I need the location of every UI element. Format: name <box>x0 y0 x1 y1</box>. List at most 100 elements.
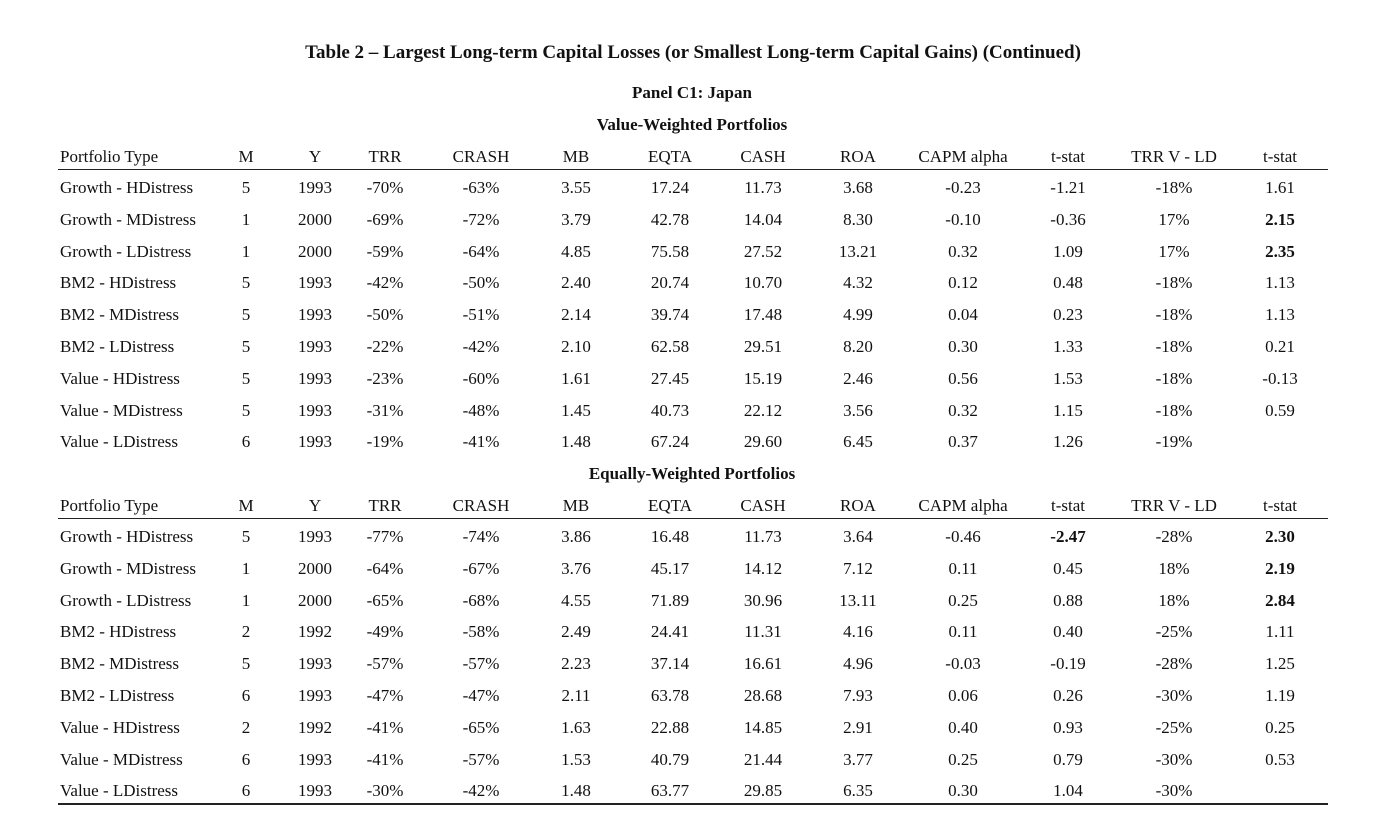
cell: 13.21 <box>838 241 878 261</box>
cell: 17.48 <box>743 305 783 325</box>
row-label: Value - LDistress <box>60 781 179 801</box>
cell: -68% <box>462 590 500 610</box>
cell: 8.30 <box>843 209 873 229</box>
cell: 2.19 <box>1265 558 1295 578</box>
cell: -18% <box>1155 178 1193 197</box>
row-label: Growth - LDistress <box>60 590 192 610</box>
cell: -22% <box>366 337 404 356</box>
row-label: BM2 - LDistress <box>60 686 175 705</box>
cell: -65% <box>366 590 404 610</box>
cell: 3.77 <box>843 749 873 769</box>
cell: -18% <box>1155 400 1193 420</box>
cell: 1.61 <box>561 368 591 388</box>
row-label: Growth - MDistress <box>60 209 196 229</box>
cell: 5 <box>241 654 251 674</box>
cell: 16.61 <box>743 654 783 674</box>
cell: 39.74 <box>650 305 690 325</box>
column-header: M <box>238 147 254 166</box>
cell: 1 <box>241 558 251 578</box>
cell: 1.61 <box>1265 178 1295 197</box>
cell: 1993 <box>298 654 332 674</box>
cell: 2.23 <box>561 654 591 674</box>
cell: 1 <box>241 590 251 610</box>
cell: 2.40 <box>561 273 591 293</box>
cell: 7.93 <box>843 686 873 705</box>
row-label: Growth - LDistress <box>60 241 192 261</box>
cell: 63.77 <box>650 781 690 801</box>
column-header: t-stat <box>1051 147 1085 166</box>
column-header: MB <box>562 147 590 166</box>
cell: -18% <box>1155 305 1193 325</box>
cell: 5 <box>241 527 251 546</box>
cell: 1993 <box>298 749 332 769</box>
cell: 28.68 <box>743 686 783 705</box>
cell: 22.88 <box>650 717 690 737</box>
column-header: TRR V - LD <box>1131 147 1217 166</box>
cell: 6 <box>241 781 251 801</box>
cell: 2.14 <box>561 305 591 325</box>
column-header: TRR <box>368 147 402 166</box>
cell: 0.21 <box>1265 337 1295 356</box>
cell: 2.35 <box>1265 241 1295 261</box>
cell: 17% <box>1158 241 1190 261</box>
cell: -30% <box>366 781 404 801</box>
cell: 24.41 <box>650 622 690 642</box>
panel-title: Panel C1: Japan <box>632 83 752 102</box>
column-header: CRASH <box>452 496 510 515</box>
cell: -49% <box>366 622 404 642</box>
cell: 0.30 <box>948 781 978 801</box>
cell: -64% <box>462 241 500 261</box>
column-header: M <box>238 496 254 515</box>
column-header: t-stat <box>1263 496 1297 515</box>
cell: -19% <box>1155 432 1193 452</box>
cell: 3.55 <box>561 178 591 197</box>
cell: -58% <box>462 622 500 642</box>
cell: -41% <box>462 432 500 452</box>
cell: 3.79 <box>561 209 591 229</box>
cell: 5 <box>241 368 251 388</box>
column-header: Portfolio Type <box>60 147 159 166</box>
cell: -0.36 <box>1050 209 1086 229</box>
cell: -42% <box>462 337 500 356</box>
cell: -74% <box>462 527 500 546</box>
cell: 6 <box>241 749 251 769</box>
cell: 5 <box>241 273 251 293</box>
cell: 1.63 <box>561 717 591 737</box>
cell: 13.11 <box>839 590 877 610</box>
cell: 67.24 <box>650 432 690 452</box>
cell: 3.68 <box>843 178 873 197</box>
cell: 0.06 <box>948 686 978 705</box>
cell: 7.12 <box>843 558 873 578</box>
cell: 3.76 <box>561 558 591 578</box>
cell: 15.19 <box>743 368 783 388</box>
cell: 0.25 <box>948 749 978 769</box>
cell: 0.45 <box>1053 558 1083 578</box>
column-header: t-stat <box>1263 147 1297 166</box>
cell: 1.25 <box>1265 654 1295 674</box>
cell: 0.11 <box>948 622 978 642</box>
column-header: CASH <box>740 147 786 166</box>
cell: -25% <box>1155 622 1193 642</box>
cell: -30% <box>1155 749 1193 769</box>
row-label: Growth - HDistress <box>60 178 194 197</box>
cell: 2.11 <box>561 686 591 705</box>
cell: 0.04 <box>948 305 978 325</box>
cell: 1993 <box>298 400 332 420</box>
cell: 0.32 <box>948 400 978 420</box>
column-header: Y <box>308 496 322 515</box>
cell: 3.56 <box>843 400 873 420</box>
cell: 1.53 <box>561 749 591 769</box>
cell: -0.03 <box>945 654 981 674</box>
cell: 3.64 <box>843 527 873 546</box>
column-header: TRR V - LD <box>1131 496 1217 515</box>
column-header: Y <box>308 147 322 166</box>
cell: 5 <box>241 337 251 356</box>
cell: 40.79 <box>650 749 690 769</box>
cell: 2.91 <box>843 717 873 737</box>
cell: 0.37 <box>948 432 978 452</box>
cell: -47% <box>366 686 404 705</box>
cell: 75.58 <box>650 241 690 261</box>
cell: -23% <box>366 368 404 388</box>
cell: 1992 <box>298 622 332 642</box>
cell: -64% <box>366 558 404 578</box>
